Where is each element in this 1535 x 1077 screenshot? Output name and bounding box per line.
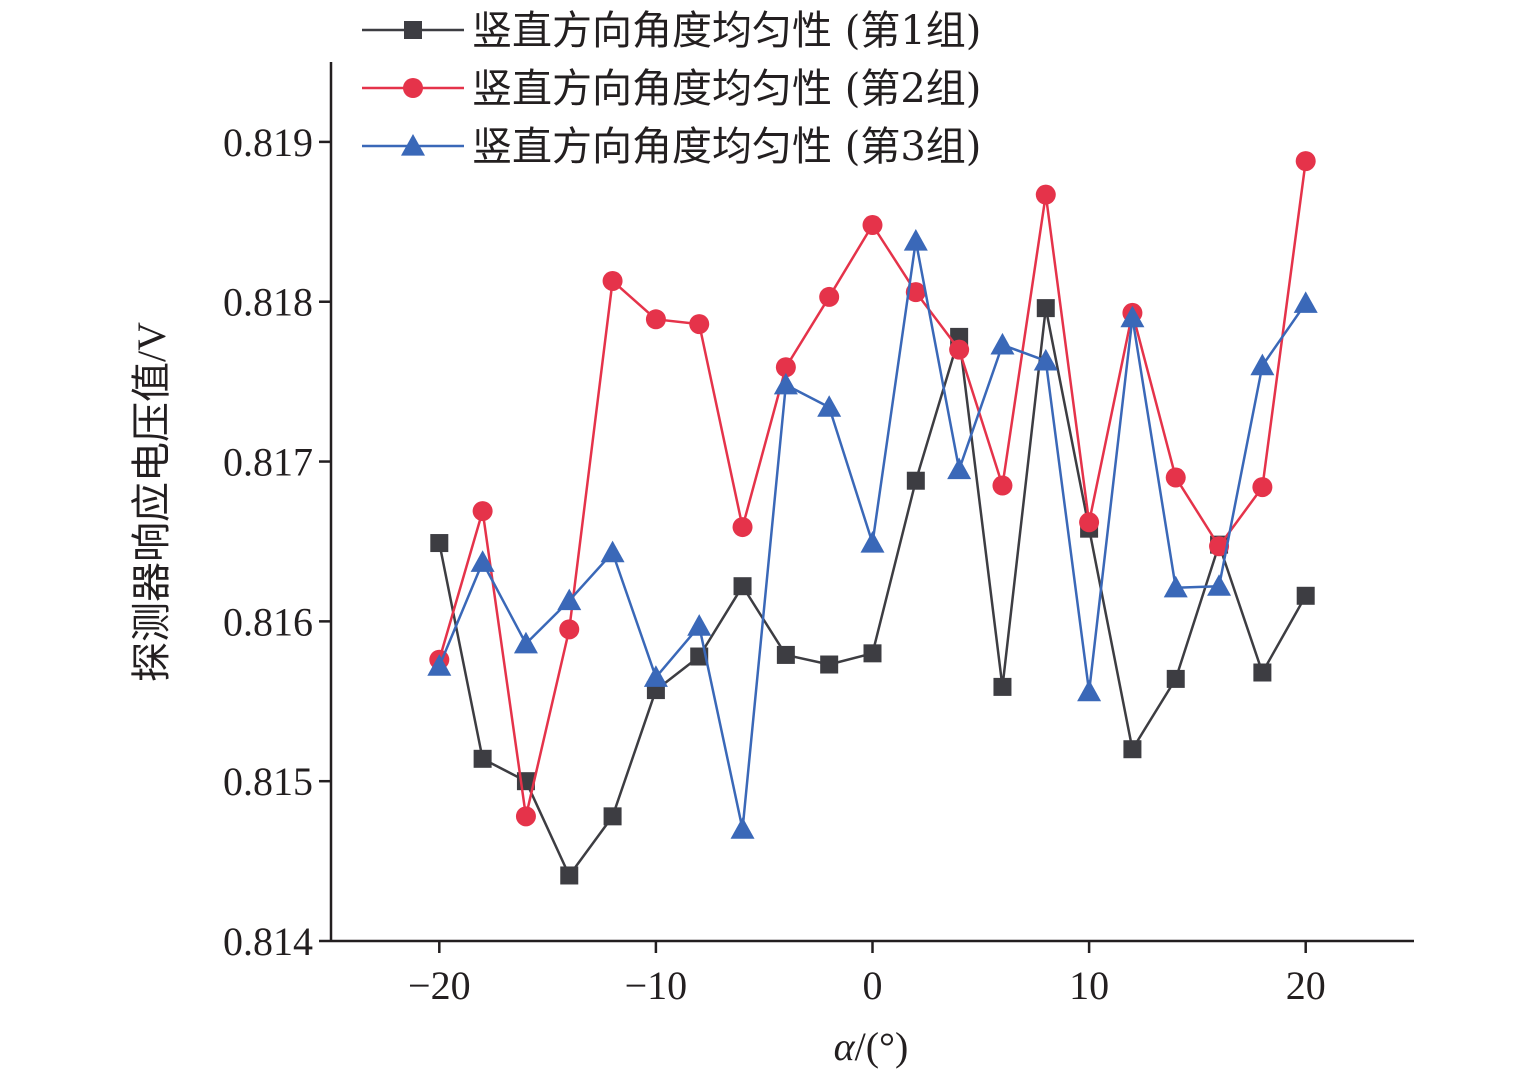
legend-item-2: 竖直方向角度均匀性 (第2组)	[362, 66, 981, 112]
legend-label: 竖直方向角度均匀性 (第2组)	[472, 66, 981, 112]
data-point-circle	[403, 78, 423, 98]
x-tick-label: 20	[1286, 963, 1326, 1008]
data-point-square	[1166, 669, 1185, 688]
data-point-triangle	[1077, 679, 1102, 702]
data-point-triangle	[557, 588, 582, 611]
data-point-circle	[602, 270, 623, 291]
y-tick-label: 0.815	[223, 759, 313, 804]
series-3	[427, 228, 1318, 839]
data-point-triangle	[1250, 353, 1275, 376]
data-point-circle	[732, 517, 753, 538]
x-axis-title: α/(°)	[834, 1024, 909, 1069]
data-point-square	[906, 471, 925, 490]
data-point-square	[863, 644, 882, 663]
tick-marks	[319, 140, 1307, 953]
data-point-triangle	[947, 457, 972, 480]
series-line	[438, 160, 1307, 818]
legend-item-3: 竖直方向角度均匀性 (第3组)	[362, 124, 981, 170]
data-point-triangle	[600, 540, 625, 563]
x-tick-label: 10	[1069, 963, 1109, 1008]
y-tick-label: 0.816	[223, 599, 313, 644]
y-tick-label: 0.818	[223, 280, 313, 325]
data-point-square	[430, 534, 449, 553]
data-point-circle	[1209, 536, 1230, 557]
data-point-circle	[905, 282, 926, 303]
legend: 竖直方向角度均匀性 (第1组) 竖直方向角度均匀性 (第2组) 竖直方向角度均匀性 …	[362, 8, 981, 170]
data-point-square	[733, 577, 752, 596]
data-point-circle	[1165, 467, 1186, 488]
x-tick-label: −10	[625, 963, 688, 1008]
x-axis-variable: α	[834, 1024, 856, 1069]
legend-label: 竖直方向角度均匀性 (第3组)	[472, 124, 981, 170]
data-point-triangle	[643, 665, 668, 687]
data-point-triangle	[1163, 575, 1188, 598]
data-point-circle	[862, 215, 883, 236]
data-point-triangle	[817, 395, 842, 417]
data-point-triangle	[1033, 348, 1058, 371]
data-point-circle	[515, 806, 536, 827]
data-point-triangle	[860, 531, 885, 553]
data-point-circle	[949, 339, 970, 360]
data-point-circle	[1079, 512, 1100, 533]
data-point-circle	[1252, 477, 1273, 498]
legend-item-1: 竖直方向角度均匀性 (第1组)	[362, 8, 981, 54]
legend-label: 竖直方向角度均匀性 (第1组)	[472, 8, 981, 54]
data-point-triangle	[687, 614, 712, 636]
x-axis-unit: /(°)	[855, 1024, 909, 1069]
y-tick-label: 0.819	[223, 120, 313, 165]
data-point-circle	[559, 619, 580, 640]
data-point-square	[473, 749, 492, 768]
series-2	[429, 151, 1316, 827]
data-point-square	[560, 866, 579, 885]
data-point-circle	[775, 357, 796, 378]
data-point-circle	[472, 501, 493, 522]
data-point-square	[776, 645, 795, 664]
data-point-triangle	[427, 654, 452, 676]
data-point-circle	[1295, 151, 1316, 172]
data-point-triangle	[1293, 291, 1318, 313]
data-point-triangle	[903, 228, 928, 251]
data-point-triangle	[730, 817, 755, 839]
data-point-triangle	[773, 372, 798, 395]
data-series	[427, 151, 1318, 885]
data-point-triangle	[990, 332, 1015, 355]
data-point-square	[603, 807, 622, 826]
y-axis-title: 探测器响应电压值/V	[129, 322, 174, 682]
data-point-square	[404, 21, 422, 39]
x-tick-label: −20	[408, 963, 471, 1008]
x-tick-label: 0	[863, 963, 883, 1008]
data-point-triangle	[513, 631, 538, 654]
data-point-circle	[689, 314, 710, 335]
data-point-square	[993, 677, 1012, 696]
data-point-triangle	[1207, 574, 1232, 596]
y-tick-label: 0.817	[223, 440, 313, 485]
data-point-circle	[645, 309, 666, 330]
data-point-circle	[1035, 184, 1056, 205]
data-point-triangle	[1120, 305, 1145, 328]
y-tick-label: 0.814	[223, 919, 313, 964]
data-point-square	[1296, 586, 1315, 605]
data-point-triangle	[401, 134, 425, 156]
data-point-circle	[819, 286, 840, 307]
data-point-square	[1036, 299, 1055, 318]
data-point-square	[1253, 663, 1272, 682]
data-point-triangle	[470, 550, 495, 572]
tick-labels: 0.814 0.815 0.816 0.817 0.818 0.819 −20 −10 0 10 2…	[223, 120, 1326, 1008]
data-point-circle	[992, 475, 1013, 496]
data-point-square	[820, 655, 839, 674]
data-point-square	[1123, 740, 1142, 759]
